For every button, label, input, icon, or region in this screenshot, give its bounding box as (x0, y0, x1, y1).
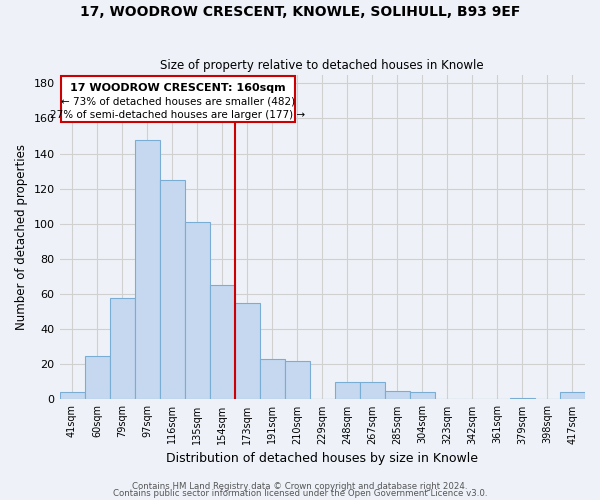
Bar (134, 140, 160, 400)
Title: Size of property relative to detached houses in Knowle: Size of property relative to detached ho… (160, 59, 484, 72)
Bar (85, 356, 110, 400)
Text: Contains public sector information licensed under the Open Government Licence v3: Contains public sector information licen… (113, 490, 487, 498)
Text: ← 73% of detached houses are smaller (482): ← 73% of detached houses are smaller (48… (61, 96, 295, 106)
Bar (410, 392, 435, 400)
Bar (209, 286, 235, 400)
Bar (185, 222, 209, 400)
Bar (235, 303, 260, 400)
Bar (285, 361, 310, 400)
Bar (360, 382, 385, 400)
Bar (110, 298, 134, 400)
Y-axis label: Number of detached properties: Number of detached properties (15, 144, 28, 330)
Bar (260, 359, 285, 400)
Bar (335, 382, 360, 400)
Bar (59, 392, 85, 400)
Text: Contains HM Land Registry data © Crown copyright and database right 2024.: Contains HM Land Registry data © Crown c… (132, 482, 468, 491)
Bar (385, 390, 410, 400)
Bar (160, 180, 185, 400)
Text: 27% of semi-detached houses are larger (177) →: 27% of semi-detached houses are larger (… (50, 110, 305, 120)
FancyBboxPatch shape (61, 76, 295, 122)
Bar (510, 398, 535, 400)
Text: 17 WOODROW CRESCENT: 160sqm: 17 WOODROW CRESCENT: 160sqm (70, 82, 286, 92)
Text: 17, WOODROW CRESCENT, KNOWLE, SOLIHULL, B93 9EF: 17, WOODROW CRESCENT, KNOWLE, SOLIHULL, … (80, 5, 520, 19)
Bar (560, 392, 585, 400)
X-axis label: Distribution of detached houses by size in Knowle: Distribution of detached houses by size … (166, 452, 478, 465)
